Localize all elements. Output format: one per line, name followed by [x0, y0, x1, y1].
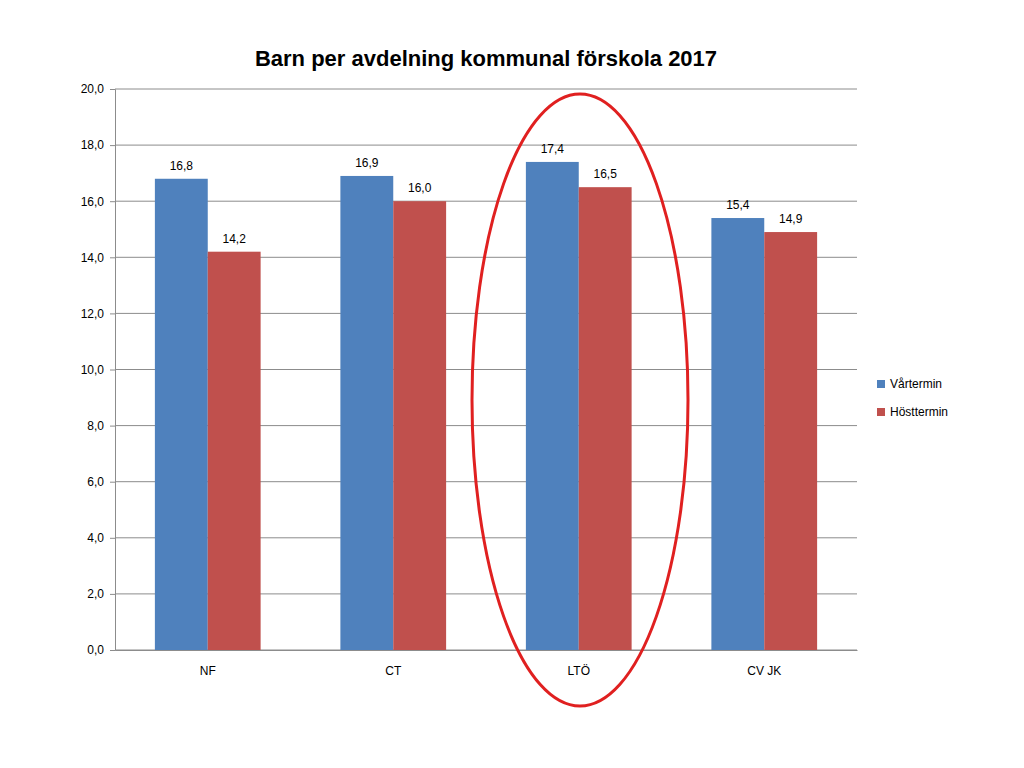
data-labels: 16,8 16,9 17,4 15,4 14,2 16,0 16,5 14,9: [170, 142, 803, 246]
x-axis: NF CT LTÖ CV JK: [116, 650, 858, 678]
bar: [340, 176, 393, 650]
data-label: 16,8: [170, 159, 194, 173]
y-tick-mark: [110, 89, 115, 90]
y-tick: 8,0: [87, 419, 115, 433]
y-tick: 12,0: [81, 307, 115, 321]
x-tick-label: CT: [385, 664, 402, 678]
y-tick-label: 6,0: [87, 475, 104, 489]
title: Barn per avdelning kommunal förskola 201…: [255, 46, 717, 71]
y-tick: 4,0: [87, 531, 115, 545]
x-tick-label: CV JK: [747, 664, 781, 678]
y-tick: 16,0: [81, 195, 115, 209]
data-label: 16,0: [408, 181, 432, 195]
y-tick: 2,0: [87, 587, 115, 601]
legend-swatch: [877, 408, 885, 416]
y-tick-mark: [110, 538, 115, 539]
y-tick-label: 4,0: [87, 531, 104, 545]
bar: [393, 201, 446, 650]
legend-swatch: [877, 380, 885, 388]
y-tick: 0,0: [87, 643, 115, 657]
grid-line: [115, 145, 857, 146]
bars: [155, 162, 817, 650]
data-label: 16,9: [355, 156, 379, 170]
y-tick-mark: [110, 594, 115, 595]
x-tick: CT: [385, 650, 402, 678]
legend-label: Vårtermin: [890, 377, 942, 391]
bar: [155, 179, 208, 650]
legend-label: Hösttermin: [890, 405, 948, 419]
y-axis-line: [110, 90, 116, 651]
y-tick-mark: [110, 201, 115, 202]
data-label: 15,4: [726, 198, 750, 212]
y-tick-label: 12,0: [81, 307, 105, 321]
x-tick-label: LTÖ: [568, 664, 590, 678]
y-tick-label: 10,0: [81, 363, 105, 377]
y-tick-label: 16,0: [81, 195, 105, 209]
bar: [208, 252, 261, 650]
bar: [711, 218, 764, 650]
y-tick: 10,0: [81, 363, 115, 377]
chart: Barn per avdelning kommunal förskola 201…: [0, 0, 1024, 768]
y-tick: 6,0: [87, 475, 115, 489]
x-tick-label: NF: [200, 664, 216, 678]
y-tick: 14,0: [81, 251, 115, 265]
grid-line: [115, 89, 857, 90]
y-tick-mark: [110, 650, 115, 651]
y-tick-label: 14,0: [81, 251, 105, 265]
y-axis: 0,0 2,0 4,0 6,0 8,0 10,0 12,0 14,0 16,0 18,0 20,0: [81, 82, 116, 657]
bar: [526, 162, 579, 650]
data-label: 14,2: [223, 232, 247, 246]
y-tick: 18,0: [81, 138, 115, 152]
y-tick-mark: [110, 370, 115, 371]
bar: [764, 232, 817, 650]
y-tick-mark: [110, 145, 115, 146]
x-axis-line: [116, 650, 858, 651]
grid: [115, 89, 857, 650]
data-label: 16,5: [594, 167, 618, 181]
y-tick-mark: [110, 313, 115, 314]
bar: [579, 187, 632, 650]
y-tick-label: 8,0: [87, 419, 104, 433]
y-tick-label: 0,0: [87, 643, 104, 657]
y-tick-mark: [110, 257, 115, 258]
y-tick-label: 18,0: [81, 138, 105, 152]
y-tick: 20,0: [81, 82, 115, 96]
data-label: 17,4: [541, 142, 565, 156]
x-tick: CV JK: [747, 650, 781, 678]
y-tick-mark: [110, 482, 115, 483]
legend: Vårtermin Hösttermin: [877, 377, 948, 419]
y-tick-label: 2,0: [87, 587, 104, 601]
y-tick-mark: [110, 426, 115, 427]
data-label: 14,9: [779, 212, 803, 226]
highlight-ellipse: [472, 94, 688, 706]
y-tick-label: 20,0: [81, 82, 105, 96]
x-tick: NF: [200, 650, 216, 678]
x-tick: LTÖ: [568, 650, 590, 678]
